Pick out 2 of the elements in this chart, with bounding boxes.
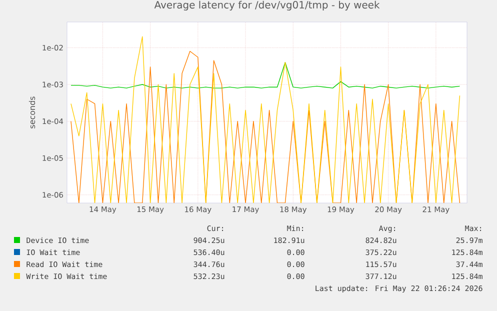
- chart-title: Average latency for /dev/vg01/tmp - by week: [154, 0, 380, 11]
- line-series: [70, 62, 460, 88]
